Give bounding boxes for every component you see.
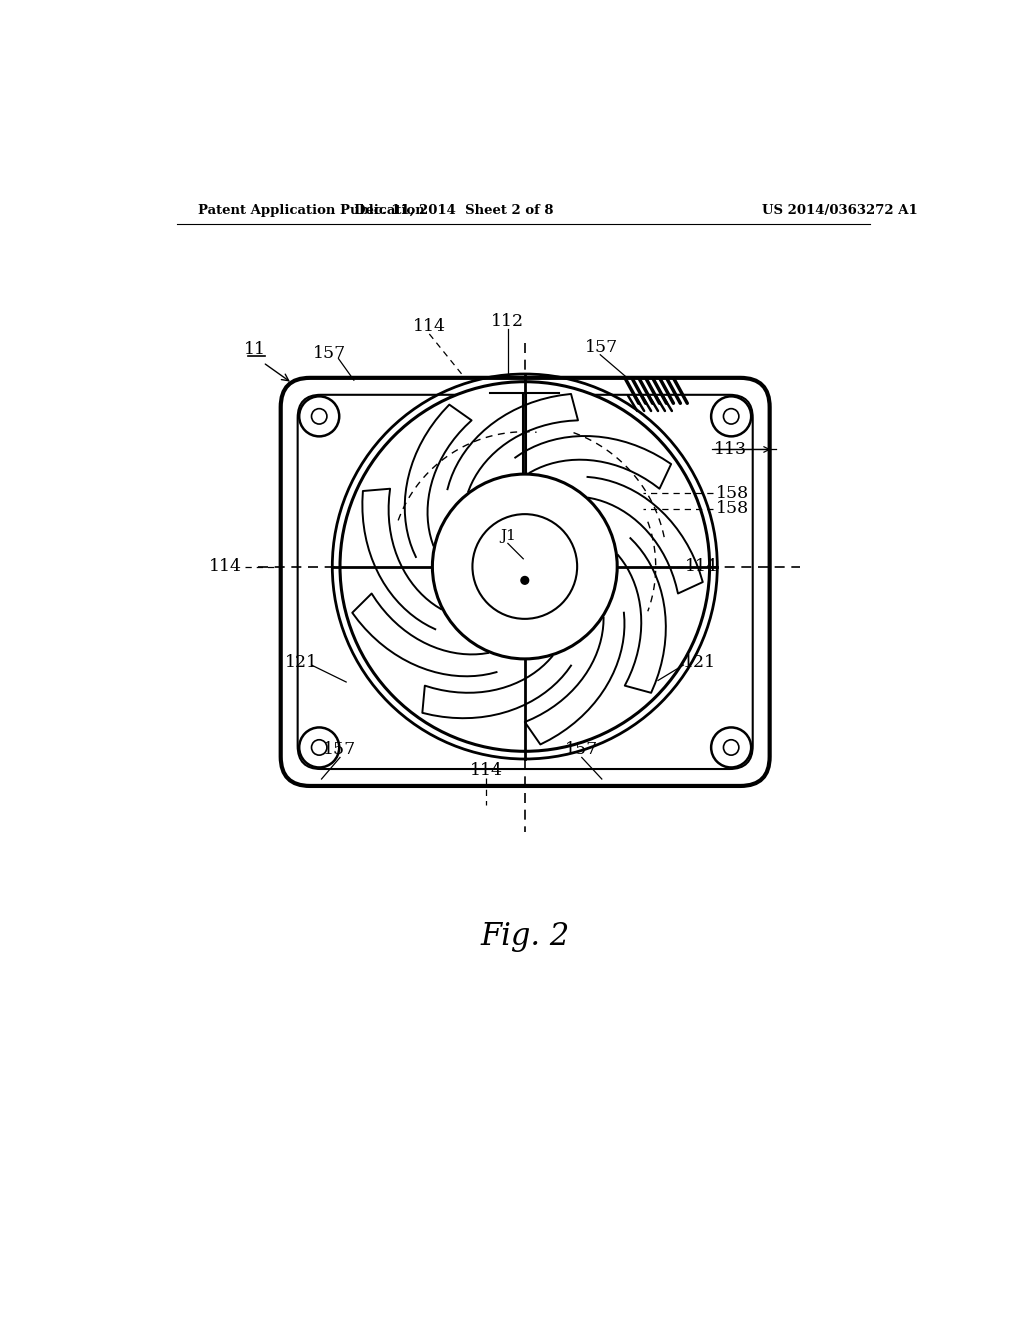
Polygon shape: [362, 488, 441, 630]
Text: 113: 113: [714, 441, 748, 458]
Polygon shape: [515, 436, 671, 488]
Text: J1: J1: [500, 529, 516, 543]
Circle shape: [724, 739, 739, 755]
Text: 121: 121: [683, 655, 717, 672]
Polygon shape: [422, 656, 571, 718]
Text: Fig. 2: Fig. 2: [480, 920, 569, 952]
Circle shape: [432, 474, 617, 659]
Text: 114: 114: [209, 558, 243, 576]
Circle shape: [311, 739, 327, 755]
Text: Dec. 11, 2014  Sheet 2 of 8: Dec. 11, 2014 Sheet 2 of 8: [354, 205, 554, 218]
Text: 157: 157: [312, 345, 346, 362]
Text: 158: 158: [716, 500, 749, 517]
Text: 112: 112: [492, 313, 524, 330]
Text: 114: 114: [413, 318, 445, 335]
Circle shape: [724, 409, 739, 424]
Polygon shape: [588, 477, 702, 594]
Polygon shape: [352, 594, 497, 676]
Text: Patent Application Publication: Patent Application Publication: [199, 205, 425, 218]
Circle shape: [299, 396, 339, 437]
Polygon shape: [524, 612, 625, 744]
Text: 11: 11: [245, 341, 266, 358]
Circle shape: [711, 396, 752, 437]
FancyBboxPatch shape: [281, 378, 770, 785]
Text: 158: 158: [716, 484, 749, 502]
Polygon shape: [618, 539, 666, 693]
Text: 114: 114: [470, 762, 503, 779]
Text: US 2014/0363272 A1: US 2014/0363272 A1: [762, 205, 918, 218]
Text: 114: 114: [685, 558, 718, 576]
Text: 157: 157: [585, 338, 618, 355]
Text: 157: 157: [565, 742, 598, 758]
Polygon shape: [447, 393, 578, 491]
Circle shape: [311, 409, 327, 424]
Circle shape: [340, 381, 710, 751]
Circle shape: [711, 727, 752, 767]
Circle shape: [299, 727, 339, 767]
Circle shape: [521, 577, 528, 585]
Circle shape: [472, 513, 578, 619]
Polygon shape: [404, 405, 472, 557]
Text: 157: 157: [324, 742, 356, 758]
Text: 121: 121: [285, 655, 317, 672]
